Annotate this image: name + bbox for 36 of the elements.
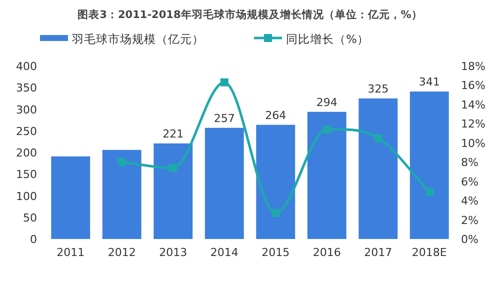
legend-label: 羽毛球市场规模（亿元） [72, 32, 204, 46]
y2tick: 16% [461, 79, 486, 92]
legend-label: 同比增长（%） [286, 32, 369, 46]
ytick: 50 [23, 211, 37, 224]
title: 图表3：2011-2018年羽毛球市场规模及增长情况（单位：亿元，%） [78, 9, 422, 21]
xtick: 2014 [210, 246, 238, 259]
ytick: 400 [16, 60, 37, 73]
y2tick: 2% [461, 214, 478, 227]
data-label: 325 [368, 82, 389, 96]
y2tick: 18% [461, 60, 486, 73]
ytick: 350 [16, 82, 37, 95]
y2tick: 0% [461, 233, 478, 246]
ytick: 100 [16, 190, 37, 203]
ytick: 150 [16, 168, 37, 182]
ytick: 300 [16, 103, 37, 116]
data-label: 257 [214, 112, 235, 125]
data-label: 221 [162, 127, 184, 140]
xtick: 2013 [159, 246, 188, 259]
y2tick: 6% [461, 175, 478, 188]
xtick: 2018E [412, 246, 447, 259]
xtick: 2012 [108, 246, 136, 259]
y2tick: 14% [461, 98, 486, 112]
y2tick: 4% [461, 194, 478, 208]
xtick: 2011 [56, 246, 85, 259]
ytick: 250 [16, 124, 37, 138]
data-label: 264 [265, 108, 286, 122]
xtick: 2015 [262, 246, 290, 259]
data-label: 294 [316, 96, 338, 109]
data-label: 341 [418, 76, 440, 89]
y2tick: 10% [461, 136, 486, 150]
y2tick: 8% [461, 156, 478, 170]
xtick: 2016 [312, 246, 341, 259]
xtick: 2017 [364, 246, 392, 259]
ytick: 200 [16, 146, 37, 160]
ytick: 0 [30, 233, 37, 246]
y2tick: 12% [461, 118, 486, 131]
